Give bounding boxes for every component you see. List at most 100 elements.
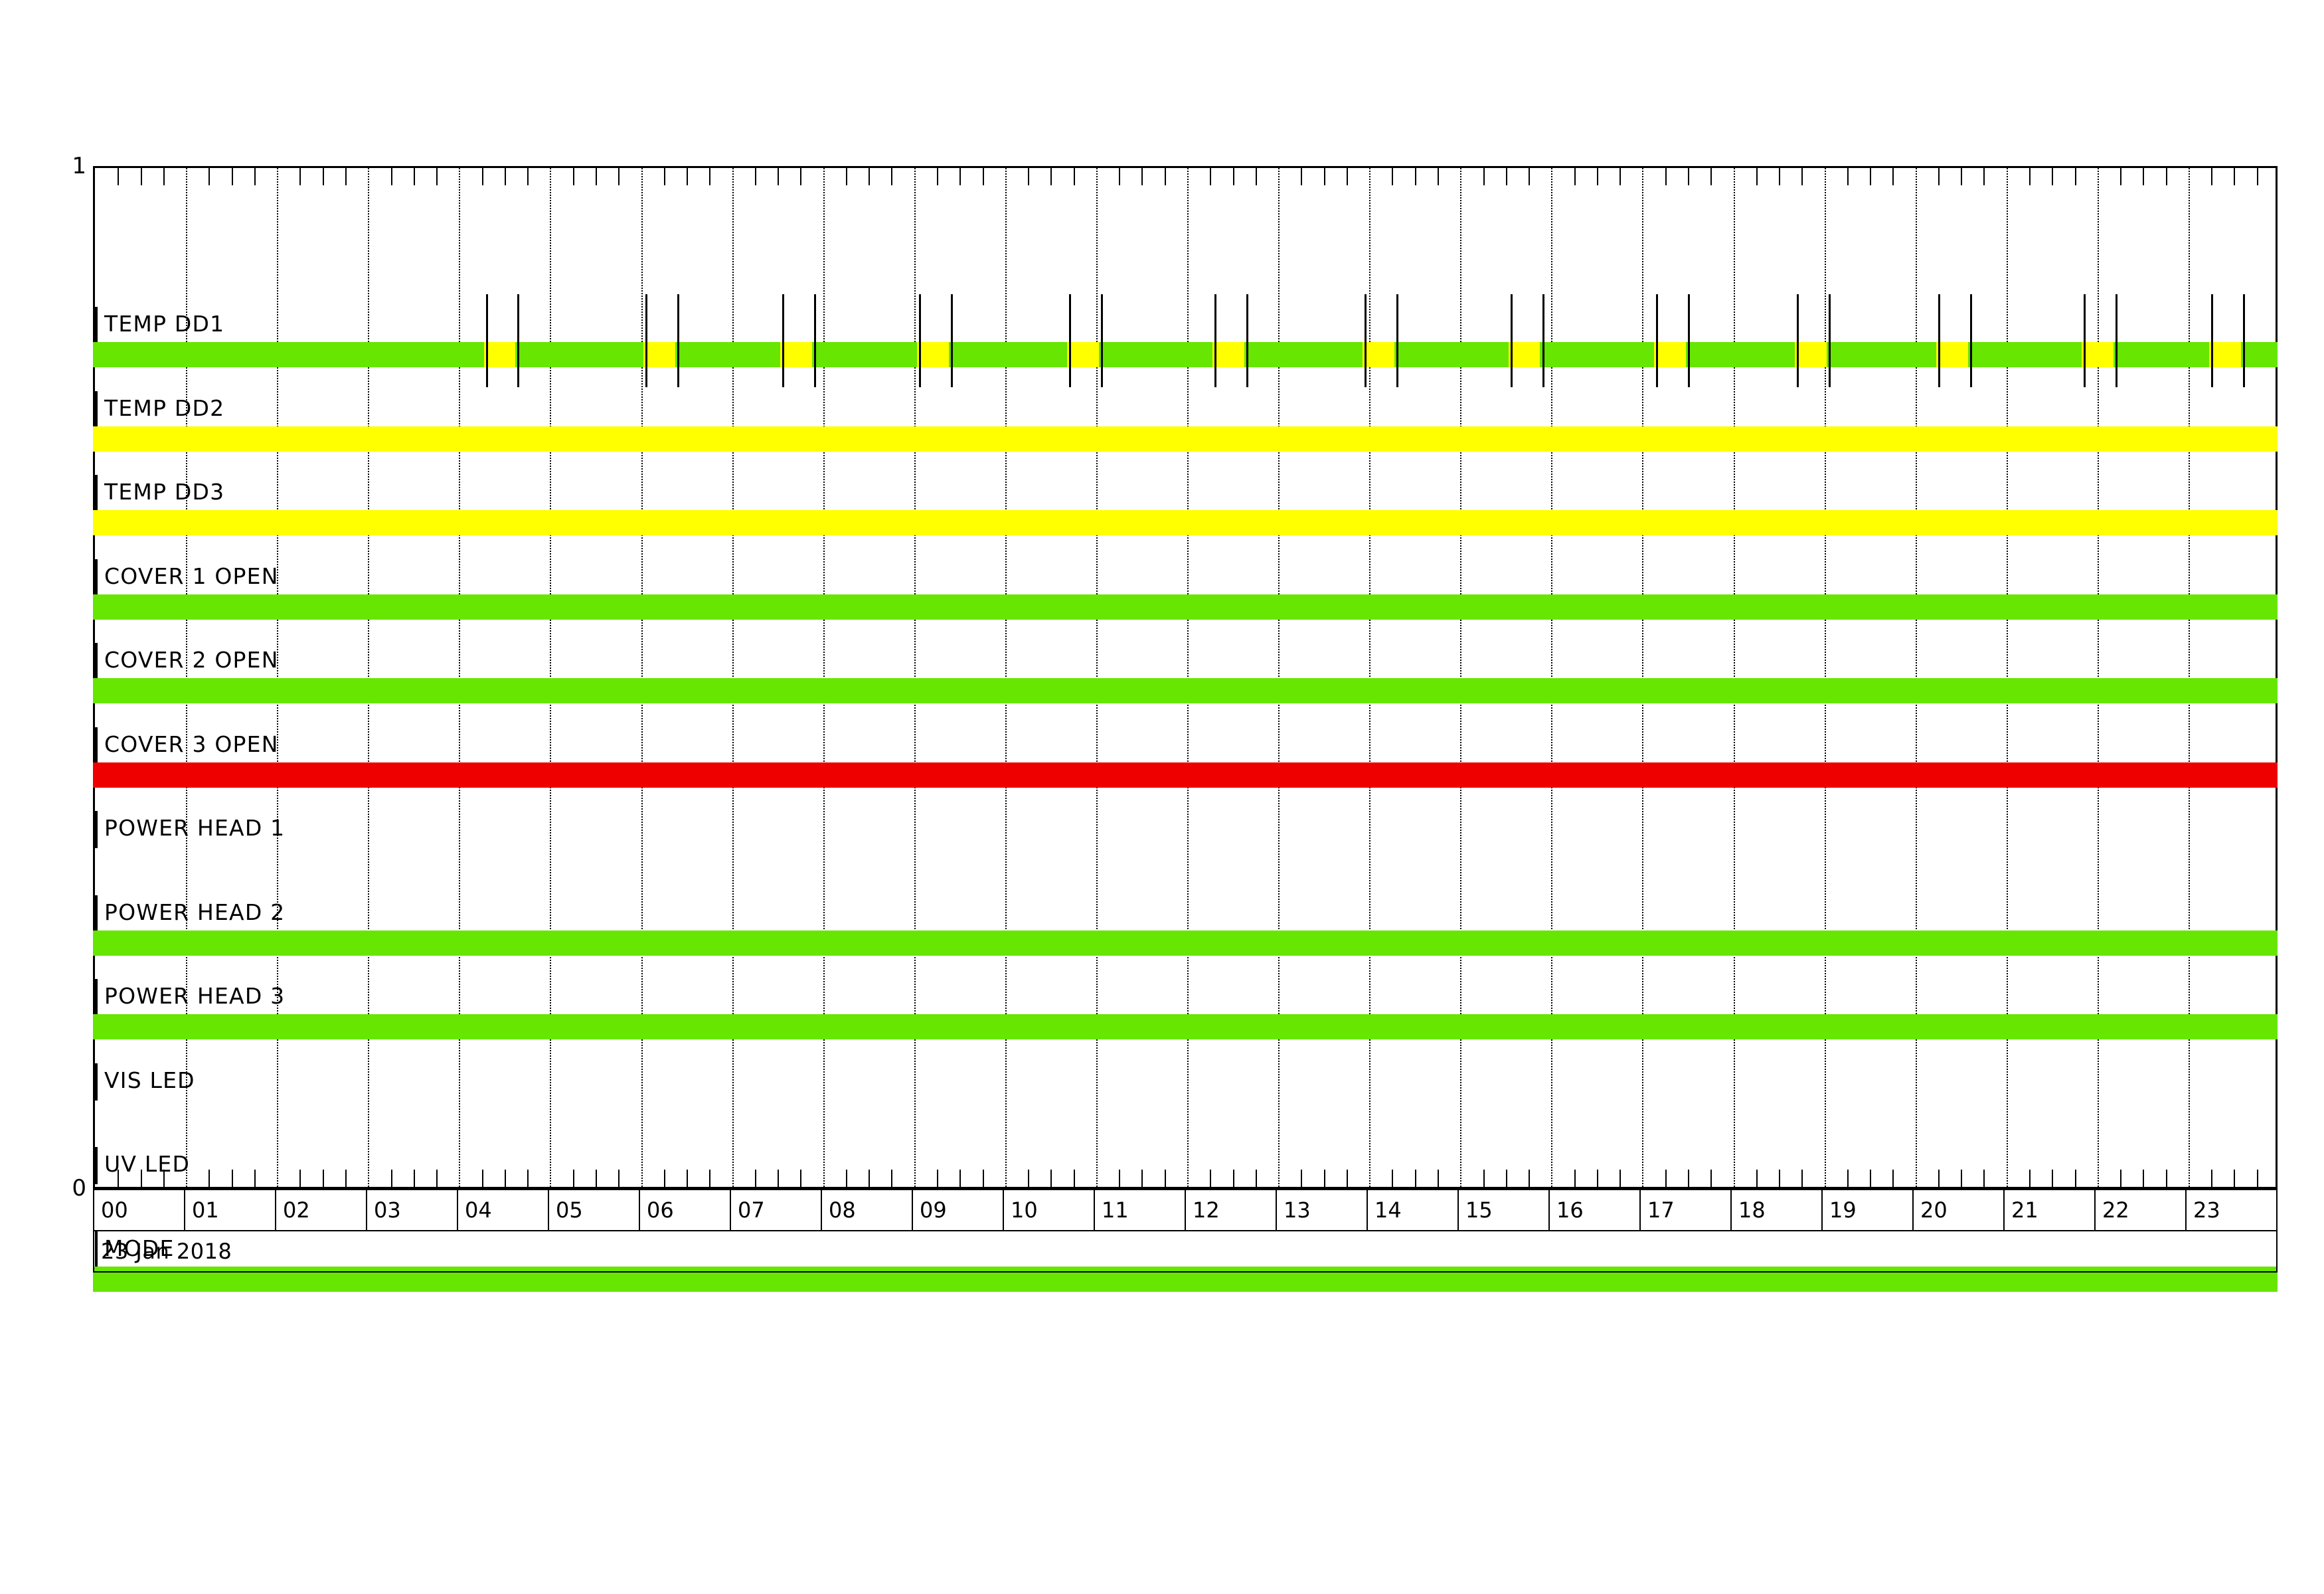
axis-tick-top: [1756, 168, 1758, 185]
hour-gridline: [1096, 168, 1098, 1187]
hour-axis: 00 01 02 03 04 05 06 07 08 09 10 11 12 13 14 15 16 17 18 19…: [93, 1189, 2278, 1231]
status-segment-yellow[interactable]: [916, 342, 949, 367]
status-segment-green[interactable]: [93, 930, 2278, 956]
hour-gridline: [732, 168, 734, 1187]
status-segment-red[interactable]: [93, 762, 2278, 788]
axis-tick-bottom: [1050, 1170, 1052, 1187]
status-segment-yellow[interactable]: [1212, 342, 1244, 367]
status-segment-yellow[interactable]: [1508, 342, 1540, 367]
status-segment-yellow[interactable]: [780, 342, 812, 367]
channel-row: COVER 1 OPEN: [93, 559, 2278, 648]
axis-tick-top: [1232, 168, 1234, 185]
axis-tick-bottom: [1665, 1170, 1667, 1187]
axis-tick-bottom: [1505, 1170, 1507, 1187]
axis-tick-top: [2029, 168, 2031, 185]
status-segment-yellow[interactable]: [1363, 342, 1395, 367]
axis-tick-bottom: [231, 1170, 233, 1187]
status-segment-yellow[interactable]: [93, 426, 2278, 452]
channel-label: POWER HEAD 1: [104, 815, 286, 841]
axis-tick-top: [1210, 168, 1212, 185]
axis-tick-top: [2256, 168, 2258, 185]
status-segment-green[interactable]: [1244, 342, 1363, 367]
axis-tick-top: [572, 168, 574, 185]
hour-gridline: [1551, 168, 1553, 1187]
axis-tick-bottom: [1210, 1170, 1212, 1187]
channel-status-bar[interactable]: [93, 426, 2278, 452]
status-segment-green[interactable]: [1685, 342, 1795, 367]
axis-tick-bottom: [1414, 1170, 1416, 1187]
status-segment-green[interactable]: [93, 678, 2278, 703]
status-segment-yellow[interactable]: [2082, 342, 2114, 367]
axis-tick-bottom: [2074, 1170, 2076, 1187]
status-segment-green[interactable]: [515, 342, 644, 367]
event-marker: [1687, 294, 1690, 387]
channel-row-stub-tick: [95, 391, 98, 428]
event-marker: [1068, 294, 1071, 387]
status-segment-yellow[interactable]: [2208, 342, 2241, 367]
hour-gridline: [186, 168, 188, 1187]
status-segment-green[interactable]: [93, 594, 2278, 620]
event-marker: [1246, 294, 1249, 387]
channel-status-bar[interactable]: [93, 762, 2278, 788]
axis-tick-top: [1596, 168, 1598, 185]
axis-tick-top: [1414, 168, 1416, 185]
axis-tick-top: [481, 168, 483, 185]
channel-status-bar[interactable]: [93, 1266, 2278, 1292]
status-segment-green[interactable]: [1394, 342, 1509, 367]
status-segment-yellow[interactable]: [1936, 342, 1968, 367]
status-segment-green[interactable]: [675, 342, 780, 367]
event-marker: [2243, 294, 2246, 387]
channel-status-bar[interactable]: [93, 510, 2278, 535]
status-segment-green[interactable]: [811, 342, 917, 367]
hour-cell: 23: [2193, 1197, 2220, 1223]
channel-label: MODE: [104, 1235, 175, 1261]
axis-tick-top: [1301, 168, 1303, 185]
channel-status-bar[interactable]: [93, 678, 2278, 703]
axis-tick-bottom: [1529, 1170, 1531, 1187]
status-segment-green[interactable]: [1827, 342, 1936, 367]
axis-tick-top: [1073, 168, 1075, 185]
status-segment-green[interactable]: [1540, 342, 1654, 367]
channel-status-bar[interactable]: [93, 342, 2278, 367]
status-segment-yellow[interactable]: [1653, 342, 1686, 367]
channel-row-stub-tick: [95, 1231, 98, 1269]
channel-row-stub-tick: [95, 307, 98, 344]
event-marker: [2211, 294, 2214, 387]
channel-row-stub-tick: [95, 1063, 98, 1101]
status-segment-green[interactable]: [2240, 342, 2278, 367]
status-segment-green[interactable]: [93, 1266, 2278, 1292]
channel-status-bar[interactable]: [93, 1014, 2278, 1039]
axis-tick-top: [959, 168, 961, 185]
hour-gridline: [823, 168, 825, 1187]
status-segment-yellow[interactable]: [484, 342, 516, 367]
status-segment-yellow[interactable]: [93, 510, 2278, 535]
status-segment-yellow[interactable]: [1066, 342, 1099, 367]
channel-status-bar[interactable]: [93, 594, 2278, 620]
status-segment-green[interactable]: [1967, 342, 2082, 367]
axis-tick-bottom: [572, 1170, 574, 1187]
status-segment-green[interactable]: [2114, 342, 2209, 367]
status-segment-yellow[interactable]: [1795, 342, 1827, 367]
event-marker: [677, 294, 680, 387]
axis-tick-bottom: [436, 1170, 438, 1187]
channel-status-bar[interactable]: [93, 930, 2278, 956]
status-segment-yellow[interactable]: [643, 342, 676, 367]
channel-row: TEMP DD2: [93, 391, 2278, 480]
axis-tick-top: [1870, 168, 1872, 185]
hour-gridline: [1460, 168, 1462, 1187]
event-marker: [1214, 294, 1217, 387]
channel-label: UV LED: [104, 1151, 191, 1177]
hour-cell: 14: [1368, 1190, 1459, 1230]
channel-row: POWER HEAD 3: [93, 979, 2278, 1067]
axis-tick-bottom: [1870, 1170, 1872, 1187]
channel-row: POWER HEAD 1: [95, 811, 2276, 899]
status-segment-green[interactable]: [93, 1014, 2278, 1039]
axis-tick-top: [1892, 168, 1894, 185]
axis-tick-bottom: [869, 1170, 871, 1187]
axis-tick-bottom: [754, 1170, 756, 1187]
axis-tick-top: [1665, 168, 1667, 185]
axis-tick-top: [345, 168, 347, 185]
status-segment-green[interactable]: [948, 342, 1067, 367]
status-segment-green[interactable]: [1098, 342, 1213, 367]
status-segment-green[interactable]: [93, 342, 485, 367]
